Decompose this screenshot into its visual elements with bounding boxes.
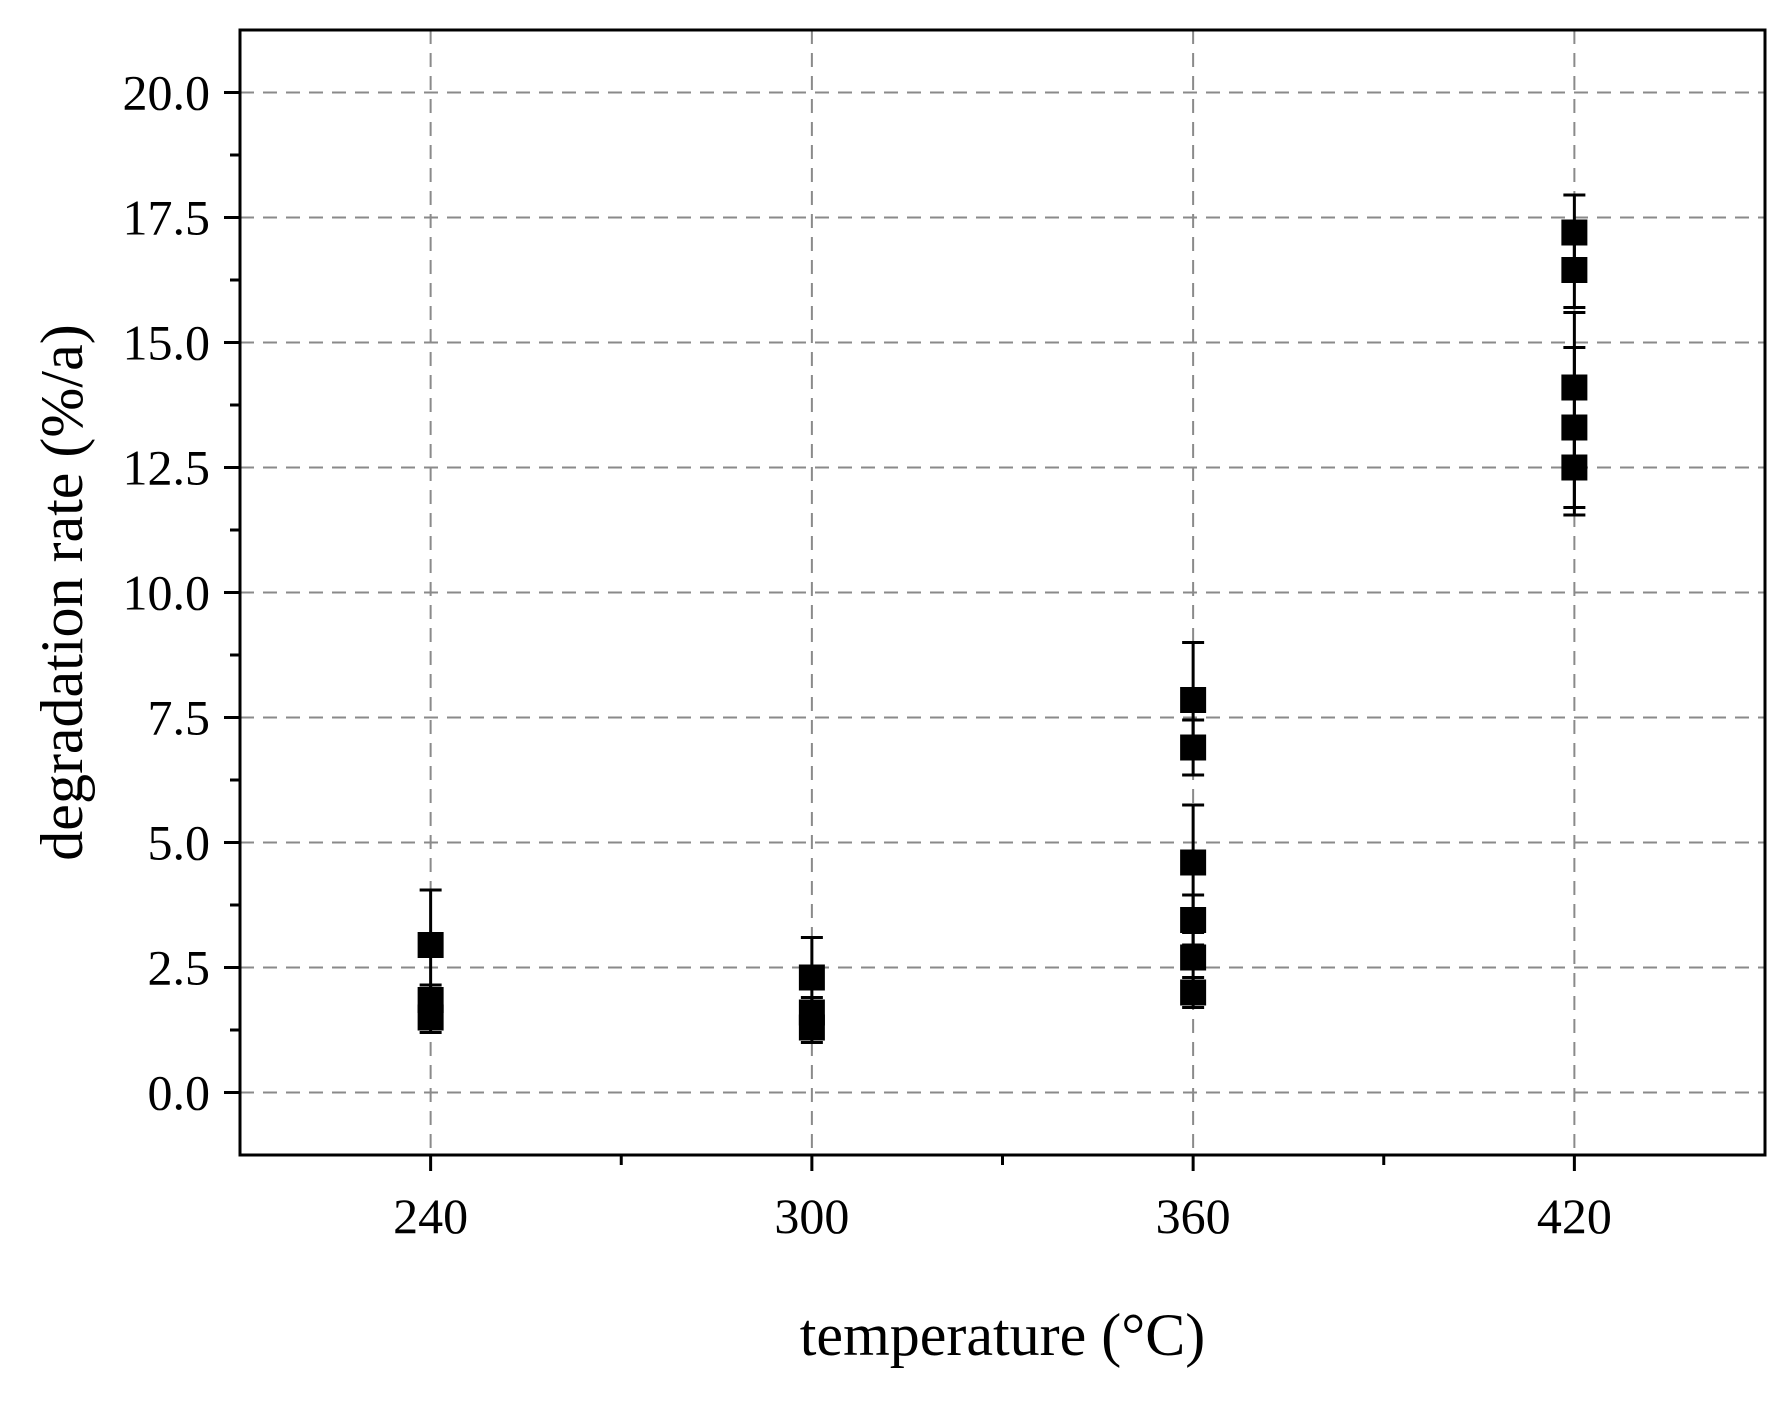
x-tick-label: 300: [774, 1188, 849, 1244]
grid: [240, 30, 1765, 1155]
data-points: [417, 219, 1588, 1041]
y-tick-labels: 0.0 2.5 5.0 7.5 10.0 12.5 15.0 17.5 20.0: [123, 65, 211, 1121]
y-tick-label: 20.0: [123, 65, 211, 121]
y-tick-label: 17.5: [123, 190, 211, 246]
data-point: [798, 1014, 825, 1041]
y-tick-label: 12.5: [123, 440, 211, 496]
data-point: [1180, 687, 1207, 713]
error-bars: [419, 193, 1586, 1044]
x-tick-label: 240: [393, 1188, 468, 1244]
data-point: [1561, 219, 1588, 246]
data-point: [1180, 849, 1207, 876]
data-point: [1561, 454, 1588, 481]
y-axis-title: degradation rate (%/a): [29, 324, 95, 860]
y-tick-label: 10.0: [123, 565, 211, 621]
y-tick-label: 7.5: [148, 690, 211, 746]
x-tick-labels: 240 300 360 420: [393, 1188, 1612, 1244]
data-point: [1180, 907, 1207, 933]
axis-ticks: [224, 91, 1576, 1171]
data-point: [1180, 734, 1207, 761]
data-point: [798, 964, 825, 991]
y-tick-label: 0.0: [148, 1065, 211, 1121]
data-point: [1561, 257, 1588, 283]
data-point: [1561, 414, 1588, 441]
data-point: [417, 1004, 444, 1031]
x-tick-label: 360: [1156, 1188, 1231, 1244]
data-point: [417, 932, 444, 958]
y-tick-label: 5.0: [148, 815, 211, 871]
y-tick-label: 15.0: [123, 315, 211, 371]
data-point: [1180, 944, 1207, 971]
y-tick-label: 2.5: [148, 940, 211, 996]
data-point: [1561, 374, 1588, 401]
x-axis-title: temperature (°C): [800, 1302, 1205, 1368]
x-tick-label: 420: [1537, 1188, 1612, 1244]
data-point: [1180, 979, 1207, 1006]
